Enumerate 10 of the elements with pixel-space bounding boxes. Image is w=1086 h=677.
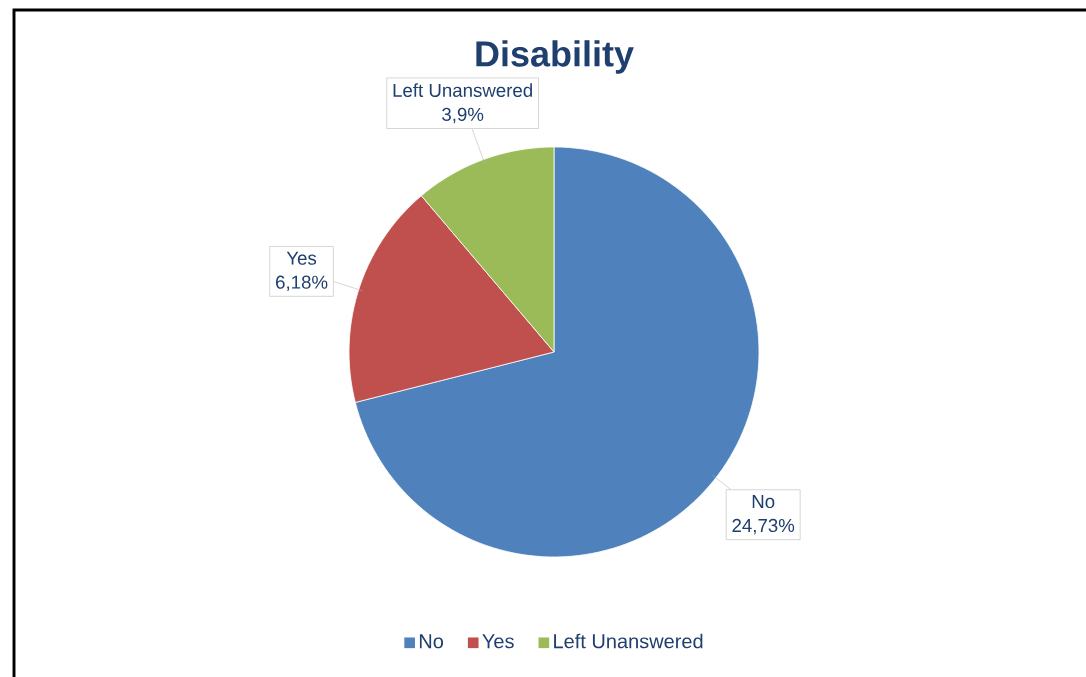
- chart-title: Disability: [476, 40, 634, 74]
- slice-label: Yes: [286, 251, 317, 265]
- legend-label: Yes: [482, 634, 514, 649]
- legend-label: No: [419, 634, 444, 649]
- data-label: 3,9%: [442, 107, 484, 124]
- legend-label: Left Unanswered: [554, 633, 703, 649]
- data-label: 24,73%: [732, 518, 795, 535]
- slice-label: No: [752, 495, 775, 509]
- slice-label: Left Unanswered: [393, 83, 532, 97]
- data-label: 6,18%: [276, 275, 328, 291]
